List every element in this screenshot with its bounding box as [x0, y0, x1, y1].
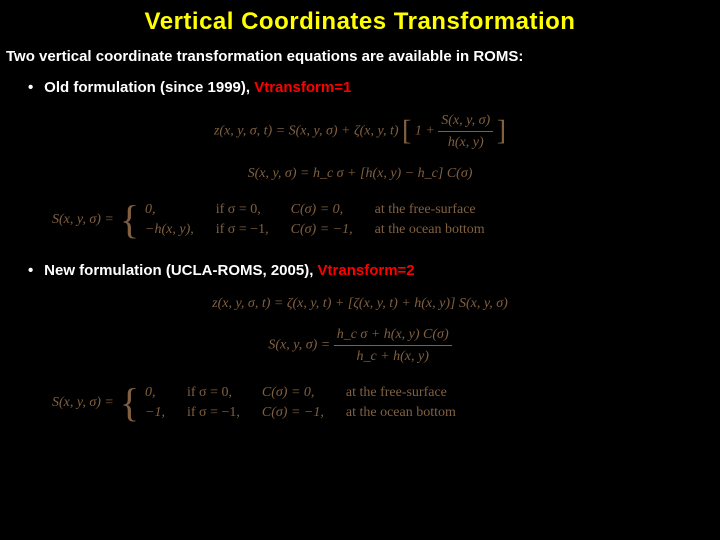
pw-old-r1c4: at the free-surface: [375, 202, 485, 218]
pw-new-r1c1: 0,: [145, 385, 165, 401]
pw-old-r2c2: if σ = −1,: [216, 222, 269, 238]
piecewise-new-cases: 0, if σ = 0, C(σ) = 0, at the free-surfa…: [145, 385, 456, 421]
left-brace-icon: {: [120, 200, 139, 240]
pw-old-r1c3: C(σ) = 0,: [291, 202, 353, 218]
pw-new-r2c3: C(σ) = −1,: [262, 405, 324, 421]
eq-new-s-fraction: h_c σ + h(x, y) C(σ) h_c + h(x, y): [334, 324, 452, 367]
bullet-new-text: New formulation (UCLA-ROMS, 2005),: [44, 262, 317, 279]
bullet-old-text: Old formulation (since 1999),: [44, 79, 254, 96]
pw-new-r1c2: if σ = 0,: [187, 385, 240, 401]
pw-new-r1c4: at the free-surface: [346, 385, 456, 401]
eq-new-s-frac-den: h_c + h(x, y): [334, 346, 452, 367]
eq-old-z-frac-num: S(x, y, σ): [438, 110, 493, 132]
pw-new-r1c3: C(σ) = 0,: [262, 385, 324, 401]
bullet-dot-icon: •: [28, 79, 40, 96]
bullet-old-formulation: • Old formulation (since 1999), Vtransfo…: [0, 65, 720, 96]
equation-new-s: S(x, y, σ) = h_c σ + h(x, y) C(σ) h_c + …: [0, 314, 720, 367]
left-brace-icon: {: [120, 383, 139, 423]
page-title: Vertical Coordinates Transformation: [0, 0, 720, 36]
eq-new-s-lhs: S(x, y, σ) =: [268, 338, 333, 353]
pw-new-r2c2: if σ = −1,: [187, 405, 240, 421]
right-bracket-icon: ]: [497, 116, 506, 147]
vtransform-1-label: Vtransform=1: [254, 79, 351, 96]
eq-old-z-lhs: z(x, y, σ, t) = S(x, y, σ) + ζ(x, y, t): [214, 124, 399, 139]
pw-old-r2c1: −h(x, y),: [145, 222, 194, 238]
bullet-new-formulation: • New formulation (UCLA-ROMS, 2005), Vtr…: [0, 240, 720, 279]
piecewise-old: S(x, y, σ) = { 0, if σ = 0, C(σ) = 0, at…: [0, 184, 720, 240]
pw-old-r2c4: at the ocean bottom: [375, 222, 485, 238]
piecewise-old-lhs: S(x, y, σ) =: [52, 212, 114, 228]
pw-new-r2c4: at the ocean bottom: [346, 405, 456, 421]
piecewise-new-lhs: S(x, y, σ) =: [52, 395, 114, 411]
left-bracket-icon: [: [402, 116, 411, 147]
equation-new-z: z(x, y, σ, t) = ζ(x, y, t) + [ζ(x, y, t)…: [0, 279, 720, 314]
equation-old-s: S(x, y, σ) = h_c σ + [h(x, y) − h_c] C(σ…: [0, 153, 720, 184]
eq-new-s-frac-num: h_c σ + h(x, y) C(σ): [334, 324, 452, 346]
piecewise-old-cases: 0, if σ = 0, C(σ) = 0, at the free-surfa…: [145, 202, 485, 238]
bullet-dot-icon: •: [28, 262, 40, 279]
eq-old-z-fraction: S(x, y, σ) h(x, y): [438, 110, 493, 153]
eq-old-z-one-plus: 1 +: [415, 124, 435, 139]
intro-text: Two vertical coordinate transformation e…: [0, 36, 720, 65]
pw-old-r1c2: if σ = 0,: [216, 202, 269, 218]
pw-old-r2c3: C(σ) = −1,: [291, 222, 353, 238]
equation-old-z: z(x, y, σ, t) = S(x, y, σ) + ζ(x, y, t) …: [0, 96, 720, 153]
pw-old-r1c1: 0,: [145, 202, 194, 218]
vtransform-2-label: Vtransform=2: [318, 262, 415, 279]
piecewise-new: S(x, y, σ) = { 0, if σ = 0, C(σ) = 0, at…: [0, 367, 720, 423]
pw-new-r2c1: −1,: [145, 405, 165, 421]
eq-old-z-frac-den: h(x, y): [438, 132, 493, 153]
